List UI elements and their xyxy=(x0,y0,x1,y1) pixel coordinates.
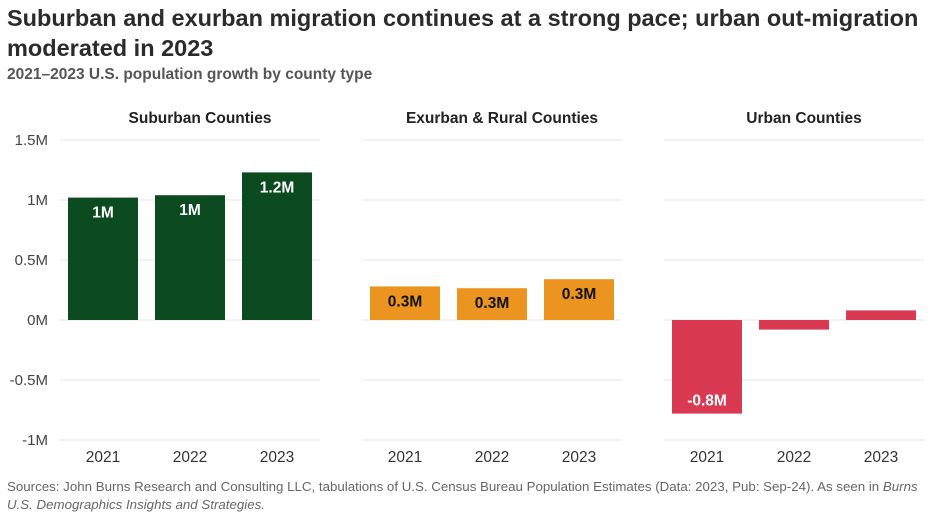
y-tick-label: 1M xyxy=(27,192,48,209)
source-note: Sources: John Burns Research and Consult… xyxy=(7,478,931,514)
y-tick-label: 1.5M xyxy=(15,132,48,149)
data-label: 1M xyxy=(179,202,201,219)
x-tick-label: 2021 xyxy=(690,449,724,466)
x-tick-label: 2023 xyxy=(864,449,898,466)
bar xyxy=(155,195,225,320)
y-tick-label: -0.5M xyxy=(10,372,48,389)
data-label: 1.2M xyxy=(260,179,294,196)
panel-title: Urban Counties xyxy=(746,110,861,127)
bar xyxy=(759,320,829,330)
y-tick-label: -1M xyxy=(22,432,48,449)
bar xyxy=(370,286,440,320)
source-publication: Burns U.S. Demographics Insights and Str… xyxy=(7,479,918,512)
y-tick-label: 0M xyxy=(27,312,48,329)
x-tick-label: 2021 xyxy=(388,449,422,466)
panel-title: Suburban Counties xyxy=(129,110,272,127)
x-tick-label: 2022 xyxy=(173,449,207,466)
x-tick-label: 2023 xyxy=(562,449,596,466)
bar xyxy=(457,288,527,320)
data-label: 0.3M xyxy=(388,293,422,310)
x-tick-label: 2023 xyxy=(260,449,294,466)
chart-title: Suburban and exurban migration continues… xyxy=(7,5,919,61)
data-label: -0.8M xyxy=(687,393,727,410)
x-tick-label: 2021 xyxy=(86,449,120,466)
bar xyxy=(846,310,916,320)
bar-chart: 1.5M 1M 0.5M 0M -0.5M -1M Suburban Counties 1M 2… xyxy=(10,110,924,466)
bar xyxy=(242,172,312,320)
y-tick-label: 0.5M xyxy=(15,252,48,269)
x-tick-label: 2022 xyxy=(475,449,509,466)
bar xyxy=(544,279,614,320)
chart-subtitle: 2021–2023 U.S. population growth by coun… xyxy=(7,66,373,83)
source-text: Sources: John Burns Research and Consult… xyxy=(7,479,883,494)
data-label: 1M xyxy=(92,205,114,222)
x-tick-label: 2022 xyxy=(777,449,811,466)
bar xyxy=(672,320,742,414)
data-label: 0.3M xyxy=(475,295,509,312)
bar xyxy=(68,197,138,320)
data-label: 0.3M xyxy=(562,286,596,303)
panel-title: Exurban & Rural Counties xyxy=(406,110,598,127)
